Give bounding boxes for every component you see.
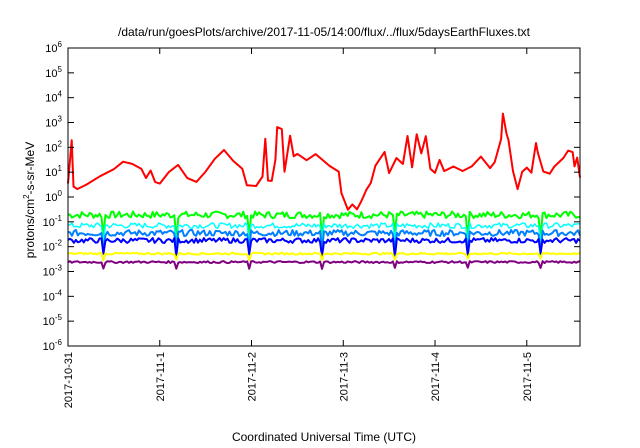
y-tick-label: 103 <box>45 115 62 130</box>
series-line <box>67 237 581 258</box>
series-line <box>67 210 581 241</box>
series-line <box>67 251 581 262</box>
y-tick-label: 100 <box>45 189 62 204</box>
y-axis-label-sup: 2 <box>22 194 31 199</box>
series-line <box>67 222 581 245</box>
series-line <box>67 112 581 211</box>
x-tick-label: 2017-11-2 <box>247 352 259 401</box>
x-tick-label: 2017-11-4 <box>430 352 442 401</box>
y-tick-label: 105 <box>45 65 62 80</box>
x-tick-label: 2017-11-3 <box>338 352 350 401</box>
y-tick-label: 10-1 <box>43 214 63 229</box>
y-tick-label: 104 <box>45 90 62 105</box>
x-axis-ticks: 2017-10-31 2017-11-1 2017-11-2 2017-11-3 201… <box>63 48 534 408</box>
chart-title: /data/run/goesPlots/archive/2017-11-05/1… <box>118 25 531 39</box>
plot-frame <box>67 47 581 347</box>
y-tick-label: 10-2 <box>43 239 63 254</box>
plot-area <box>67 112 581 270</box>
x-tick-label: 2017-10-31 <box>63 352 75 408</box>
x-tick-label: 2017-11-5 <box>522 352 534 401</box>
y-tick-label: 102 <box>45 139 62 154</box>
y-tick-label: 101 <box>45 164 62 179</box>
y-axis-ticks: 10-6 10-5 10-4 10-3 10-2 10-1 100 101 102 103 104 1… <box>43 40 580 353</box>
y-tick-label: 10-6 <box>43 338 63 353</box>
series-line <box>67 229 581 256</box>
x-tick-label: 2017-11-1 <box>155 352 167 401</box>
y-tick-label: 10-5 <box>43 313 63 328</box>
y-tick-label: 10-3 <box>43 264 63 279</box>
y-axis-label: protons/cm2-s-sr-MeV <box>22 142 37 258</box>
y-axis-label-rest: -s-sr-MeV <box>23 142 37 195</box>
series-line <box>67 260 581 270</box>
y-tick-label: 10-4 <box>43 288 63 303</box>
x-axis-label: Coordinated Universal Time (UTC) <box>232 430 416 444</box>
y-axis-label-base: protons/cm <box>23 199 37 258</box>
y-tick-label: 106 <box>45 40 62 55</box>
